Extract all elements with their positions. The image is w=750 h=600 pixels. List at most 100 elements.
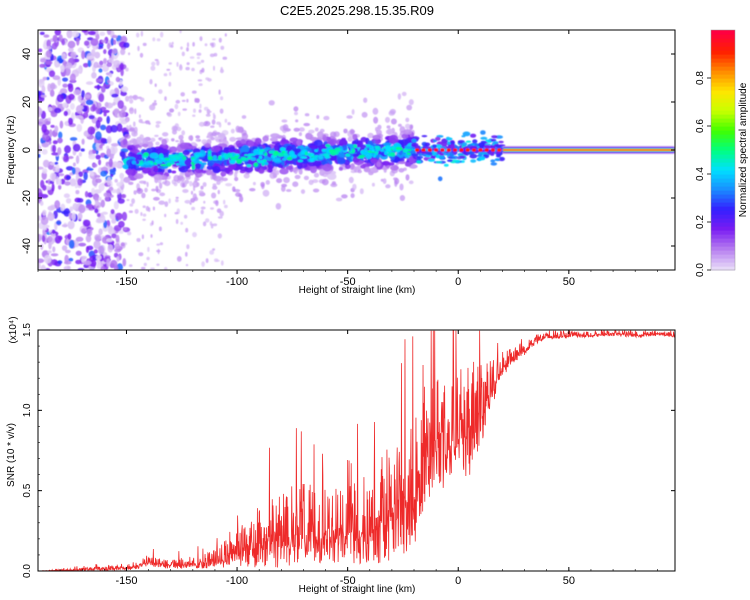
spectrogram-cell (312, 188, 320, 193)
spectrogram-cell (147, 246, 150, 253)
spectrogram-cell (72, 143, 81, 152)
spectrogram-cell (149, 152, 159, 159)
spectrogram-cell (281, 185, 286, 192)
colorbar-cell (711, 50, 735, 55)
spectrogram-cell (393, 177, 398, 181)
colorbar-cell (711, 158, 735, 163)
spectrogram-cell (51, 173, 56, 182)
spectrogram-cell (490, 162, 498, 166)
spectrogram-cell (166, 162, 172, 167)
y-tick-label: -20 (21, 190, 33, 206)
spectrogram-cell (81, 30, 88, 33)
spectrogram-cell (52, 34, 58, 43)
spectrogram-cell (158, 182, 163, 189)
spectrogram-cell (217, 233, 222, 239)
colorbar-cell (711, 38, 735, 43)
spectrogram-cell (259, 149, 265, 152)
colorbar: 0.0 0.2 0.4 0.6 0.8 Normalized spectral ampl… (695, 29, 749, 277)
spectrogram-cell (109, 168, 117, 173)
spectrogram-cell (51, 42, 58, 50)
spectrogram-cell (329, 153, 337, 161)
spectrogram-cell (262, 135, 269, 142)
spectrogram-cell (209, 42, 214, 46)
spectrogram-cell (191, 164, 196, 170)
spectrogram-cell (104, 196, 110, 202)
spectrogram-cell (265, 180, 270, 185)
spectrogram-cell (153, 100, 157, 103)
spectrogram-cell (140, 97, 145, 102)
spectrogram-cell (40, 243, 44, 251)
spectrogram-cell (142, 137, 148, 146)
colorbar-tick-label: 0.4 (695, 167, 706, 181)
spectrogram-cell (273, 143, 279, 152)
spectrogram-cell (192, 42, 195, 47)
spectrogram-cell (247, 140, 255, 147)
spectrogram-cell (153, 196, 160, 201)
spectrogram-cell (145, 120, 150, 125)
spectrogram-cell (229, 146, 236, 152)
spectrogram-cell (192, 193, 197, 201)
colorbar-cell (711, 146, 735, 151)
spectrogram-cell (95, 254, 102, 261)
spectrogram-cell (102, 109, 110, 114)
spectrogram-cell (69, 137, 78, 141)
spectrogram-cell (164, 267, 168, 270)
spectrogram-cell (372, 107, 379, 115)
spectrogram-cell (54, 107, 62, 114)
spectrogram-cell (298, 132, 302, 137)
spectrogram-cell (69, 206, 74, 212)
colorbar-tick-label: 0.8 (695, 71, 706, 85)
spectrogram-cell (179, 139, 184, 144)
spectrogram-cell (123, 177, 131, 183)
spectrogram-cell (204, 43, 208, 47)
spectrogram-cell (179, 142, 189, 149)
spectrogram-cell (223, 149, 229, 154)
spectrogram-cell (435, 136, 441, 141)
spectrogram-cell (480, 130, 486, 135)
spectrogram-cell (212, 223, 218, 227)
spectrogram-cell (327, 138, 337, 146)
spectrogram-x-ticks: -150 -100 -50 0 50 (37, 30, 658, 288)
spectrogram-cell (432, 144, 437, 148)
spectrogram-cell (179, 30, 182, 34)
spectrogram-cell (195, 169, 203, 174)
spectrogram-cell (51, 152, 59, 156)
spectrogram-cell (258, 168, 265, 174)
spectrogram-cell (115, 234, 120, 243)
spectrogram-cell (62, 83, 68, 88)
spectrogram-cell (120, 178, 124, 185)
spectrogram-cell (120, 242, 126, 247)
spectrogram-cell (160, 31, 164, 38)
spectrogram-cell (194, 98, 200, 103)
spectrogram-panel: -150 -100 -50 0 50 -40 -20 0 20 40 Height of str… (6, 29, 676, 296)
spectrogram-cell (158, 137, 162, 140)
spectrogram-cell (114, 178, 118, 183)
spectrogram-cell (183, 214, 188, 219)
spectrogram-cell (47, 205, 55, 211)
spectrogram-cell (220, 45, 225, 50)
spectrogram-cell (384, 150, 388, 156)
spectrogram-cell (103, 192, 111, 198)
colorbar-cell (711, 242, 735, 247)
spectrogram-cell (398, 168, 405, 173)
spectrogram-cell (186, 98, 189, 103)
spectrogram-cell (68, 93, 75, 101)
spectrogram-cell (253, 162, 259, 167)
spectrogram-cell (189, 56, 195, 59)
spectrogram-cell (50, 124, 55, 128)
spectrogram-cell (115, 212, 123, 221)
spectrogram-cell (374, 145, 380, 148)
spectrogram-cell (128, 210, 133, 213)
spectrogram-cell (155, 185, 159, 193)
snr-panel: -150 -100 -50 0 50 0.0 0.5 1.0 1.5 Height of st… (6, 316, 676, 595)
spectrogram-cell (195, 138, 201, 142)
spectrogram-cell (320, 165, 329, 170)
spectrogram-cell (192, 114, 196, 117)
spectrogram-cell (269, 137, 278, 142)
spectrogram-cell (241, 115, 247, 119)
spectrogram-cell (125, 95, 130, 102)
spectrogram-cell (318, 155, 324, 160)
spectrogram-cell (146, 181, 149, 188)
spectrogram-cell (322, 134, 327, 142)
